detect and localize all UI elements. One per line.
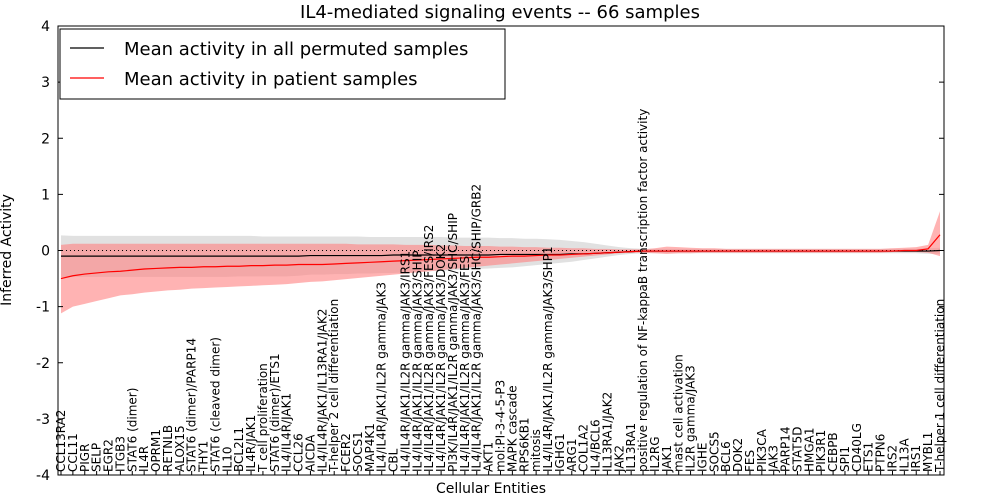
y-tick-label: -3 <box>36 412 50 428</box>
x-tick-label: IL4/IL4R/JAK1/IL2R gamma/JAK3/FES/IRS2 <box>422 225 436 472</box>
x-tick-label: STAT6 (dimer) <box>125 388 139 472</box>
x-tick-label: mitosis <box>529 429 543 472</box>
x-tick-label: IL4/IL4R/JAK1/IL2R gamma/JAK3/SHP1 <box>541 246 555 472</box>
x-tick-label: CCL26 <box>292 433 306 472</box>
x-tick-label: ARG1 <box>565 439 579 472</box>
x-tick-label: IL13A <box>897 438 911 472</box>
x-tick-label: mast cell activation <box>672 354 686 472</box>
x-tick-label: IL4/IL4R/JAK1/IL2R gamma/JAK3 <box>375 282 389 472</box>
x-tick-label: SOCS5 <box>707 431 721 472</box>
x-tick-label: IRS2 <box>885 445 899 472</box>
x-tick-label: T-helper 2 cell differentiation <box>327 299 341 473</box>
x-tick-label: IL4/IL4R/JAK1/IL2R gamma/JAK3/SHC/SHIP/G… <box>470 184 484 472</box>
x-tick-label: BCL2L1 <box>232 427 246 472</box>
x-tick-label: IGHE <box>695 443 709 472</box>
x-tick-label: mol:PI-3-4-5-P3 <box>494 380 508 472</box>
legend-box <box>59 28 506 100</box>
x-tick-label: PI3K/IL4R/JAK1/IL2R gamma/JAK3/SHC/SHIP <box>446 213 460 472</box>
x-tick-label: PIK3R1 <box>814 430 828 472</box>
x-tick-label: CCL11 <box>66 433 80 472</box>
y-tick-label: 4 <box>41 19 50 35</box>
patient-band <box>61 211 940 314</box>
x-tick-label: IL4/IL4R/JAK1/IL13RA1/JAK2 <box>315 309 329 473</box>
x-tick-label: STAT6 (dimer)/ETS1 <box>268 353 282 472</box>
x-tick-label: AKT1 <box>482 442 496 472</box>
x-tick-label: IL10 <box>220 447 234 473</box>
x-tick-label: CEBPB <box>826 432 840 472</box>
x-tick-label: T-helper 1 cell differentiation <box>933 299 947 473</box>
chart-title: IL4-mediated signaling events -- 66 samp… <box>300 2 700 23</box>
x-tick-label: ITGB3 <box>113 436 127 472</box>
y-axis: -4 -3 -2 -1 0 1 2 3 4 <box>36 19 944 484</box>
x-tick-label: DOK2 <box>731 438 745 472</box>
x-tick-label: IL4/IL4R/JAK1 <box>280 393 294 472</box>
x-tick-label: CD40LG <box>850 423 864 472</box>
x-tick-label: positive regulation of NF-kappaB transcr… <box>636 109 650 472</box>
x-tick-label: FCER2 <box>339 433 353 472</box>
x-tick-label: HMGA1 <box>802 427 816 472</box>
x-tick-label: PTPN6 <box>874 434 888 472</box>
x-tick-label: IRS1 <box>909 445 923 472</box>
x-tick-label: IL13RA1 <box>624 423 638 472</box>
x-tick-label: IL2R gamma/JAK3 <box>684 365 698 472</box>
y-tick-label: -4 <box>36 468 50 484</box>
y-tick-label: -1 <box>36 300 50 316</box>
x-tick-label: THY1 <box>197 441 211 473</box>
x-tick-label: CBL <box>387 448 401 472</box>
x-tick-label: COL1A2 <box>577 424 591 472</box>
x-tick-label: FES <box>743 450 757 472</box>
x-tick-label: MYBL1 <box>921 432 935 472</box>
x-tick-label: IL4/IL4R/JAK1/IL2R gamma/JAK3/IRS1 <box>398 251 412 472</box>
x-tick-label: AICDA <box>303 434 317 472</box>
x-tick-label: EGR2 <box>102 439 116 472</box>
plot-frame <box>57 25 945 476</box>
legend: Mean activity in all permuted samples Me… <box>59 28 506 100</box>
x-tick-label: SPI1 <box>838 446 852 472</box>
legend-label-patient: Mean activity in patient samples <box>124 69 418 90</box>
x-tick-label: SOCS1 <box>351 431 365 472</box>
x-axis-label: Cellular Entities <box>436 481 546 497</box>
x-tick-label: JAK3 <box>767 445 781 473</box>
y-axis-label: Inferred Activity <box>0 194 15 306</box>
x-tick-label: MAPK cascade <box>505 385 519 472</box>
y-tick-label: 3 <box>41 75 50 91</box>
x-tick-label: BCL6 <box>719 441 733 472</box>
x-tick-label: T cell proliferation <box>256 363 270 473</box>
x-tick-label: IL4/IL4R/JAK1/IL2R gamma/JAK3/FES <box>458 256 472 472</box>
x-tick-label: JAK2 <box>612 445 626 473</box>
x-tick-label: IL13RA1/JAK2 <box>600 392 614 472</box>
x-tick-label: JAK1 <box>660 445 674 473</box>
x-tick-label: OPRM1 <box>149 429 163 472</box>
y-tick-label: 2 <box>41 131 50 147</box>
legend-label-permuted: Mean activity in all permuted samples <box>124 39 468 60</box>
x-tick-label: IL4R/JAK1 <box>244 415 258 472</box>
x-tick-label: PIGR <box>78 444 92 472</box>
x-tick-label: STAT5D <box>790 427 804 473</box>
x-tick-label: IL4/IL4R/JAK1/IL2R gamma/JAK3/DOK2 <box>434 244 448 472</box>
x-tick-label: PIK3CA <box>755 428 769 472</box>
x-tick-label: IL2RG <box>648 437 662 473</box>
x-tick-label: STAT6 (dimer)/PARP14 <box>185 338 199 472</box>
x-tick-label: ETS1 <box>862 442 876 472</box>
x-tick-label: IL4/IL4R/JAK1/IL2R gamma/JAK3/SHIP <box>410 251 424 472</box>
plot-area <box>58 211 944 314</box>
x-tick-label: PARP14 <box>779 426 793 472</box>
x-tick-label: SELP <box>90 443 104 472</box>
x-tick-label: RPS6KB1 <box>517 417 531 472</box>
x-tick-label: IL4R <box>137 446 151 472</box>
y-tick-label: 1 <box>41 187 50 203</box>
y-tick-label: -2 <box>36 356 50 372</box>
x-tick-label: IL4/BCL6 <box>589 419 603 472</box>
series-line-patient <box>60 234 941 280</box>
x-tick-label: IGHG1 <box>553 433 567 472</box>
x-tick-label: MAP4K1 <box>363 423 377 472</box>
x-tick-label: RETNLB <box>161 425 175 472</box>
x-tick-label: STAT6 (cleaved dimer) <box>208 337 222 472</box>
x-tick-label: ALOX15 <box>173 425 187 472</box>
y-tick-label: 0 <box>41 244 50 260</box>
